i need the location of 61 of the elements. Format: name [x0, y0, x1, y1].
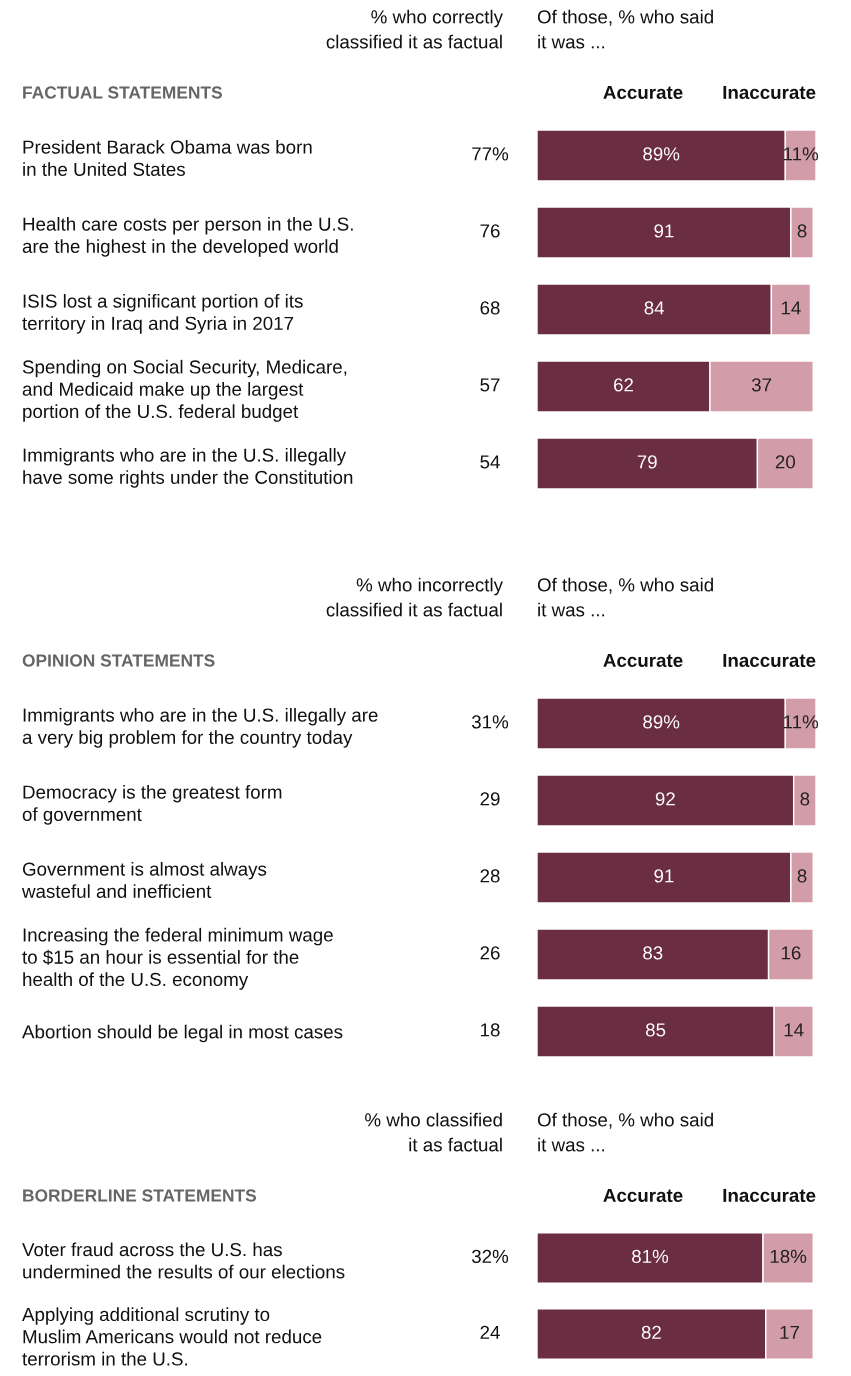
- data-label: 8: [797, 224, 807, 238]
- text: % who incorrectly classified it as factual: [326, 577, 503, 617]
- text: 32%: [471, 1249, 509, 1264]
- text: OPINION STATEMENTS: [22, 654, 215, 667]
- text: Of those, % who said it was ...: [537, 577, 713, 617]
- series-label: Accurate: [603, 1188, 683, 1203]
- text: 54: [480, 455, 500, 469]
- series-label: Accurate: [603, 85, 683, 100]
- y-tick-label: Abortion should be legal in most cases: [22, 1024, 343, 1043]
- text: 18: [481, 1023, 500, 1037]
- data-label: 17: [780, 1325, 799, 1339]
- data-label: 79: [637, 455, 657, 469]
- data-label: 91: [654, 224, 674, 238]
- series-label: Inaccurate: [723, 1188, 816, 1203]
- data-label: 8: [800, 792, 810, 806]
- data-label: 37: [751, 378, 772, 392]
- series-label: Inaccurate: [723, 653, 816, 668]
- data-label: 89%: [643, 147, 680, 161]
- y-tick-label: Government is almost always wasteful and inefficient: [21, 861, 267, 898]
- data-label: 83: [643, 946, 663, 960]
- data-label: 91: [654, 869, 674, 883]
- y-tick-label: Immigrants who are in the U.S. illegally are a very big problem for the country today: [22, 707, 378, 748]
- series-label: Accurate: [603, 653, 683, 668]
- data-label: 81%: [632, 1249, 669, 1264]
- text: % who classified it as factual: [365, 1112, 502, 1152]
- text: 31%: [471, 715, 509, 729]
- data-label: 14: [781, 301, 801, 315]
- y-tick-label: Immigrants who are in the U.S. illegally have some rights under the Constitution: [23, 447, 353, 488]
- data-label: 18%: [770, 1249, 807, 1264]
- y-tick-label: Health care costs per person in the U.S. are the highest in the developed world: [22, 216, 353, 257]
- text: FACTUAL STATEMENTS: [23, 86, 222, 99]
- text: 26: [480, 946, 500, 960]
- data-label: 89%: [643, 715, 680, 729]
- text: 68: [480, 301, 500, 315]
- data-label: 62: [614, 378, 633, 392]
- text: Of those, % who said it was ...: [537, 9, 713, 49]
- y-tick-label: Democracy is the greatest form of government: [22, 784, 282, 825]
- data-label: 85: [645, 1023, 666, 1037]
- text: % who correctly classified it as factual: [326, 9, 503, 49]
- text: BORDERLINE STATEMENTS: [23, 1189, 257, 1202]
- y-tick-label: ISIS lost a significant portion of its territory in Iraq and Syria in 2017: [22, 293, 303, 334]
- data-label: 92: [655, 792, 675, 806]
- y-tick-label: Spending on Social Security, Medicare, and Medicaid make up the largest portion of the U.S. federal budget: [22, 359, 347, 422]
- y-tick-label: Increasing the federal minimum wage to $15 an hour is essential for the health of the U.S. economy: [22, 927, 333, 990]
- text: 57: [480, 378, 500, 392]
- data-label: 16: [781, 946, 801, 960]
- y-tick-label: President Barack Obama was born in the United States: [23, 139, 312, 176]
- data-label: 8: [797, 869, 807, 883]
- text: 77%: [472, 147, 509, 161]
- text: 76: [480, 224, 500, 238]
- text: 28: [480, 869, 500, 883]
- series-label: Inaccurate: [723, 85, 816, 100]
- text: Of those, % who said it was ...: [537, 1112, 713, 1152]
- data-label: 20: [775, 455, 796, 469]
- text: 29: [480, 792, 500, 806]
- data-label: 84: [644, 301, 665, 315]
- data-label: 14: [784, 1023, 804, 1037]
- y-tick-label: Voter fraud across the U.S. has undermined the results of our elections: [22, 1242, 345, 1279]
- text: 24: [480, 1325, 500, 1339]
- y-tick-label: Applying additional scrutiny to Muslim Americans would not reduce terrorism in the U.S.: [22, 1307, 322, 1366]
- data-label: 82: [641, 1325, 661, 1340]
